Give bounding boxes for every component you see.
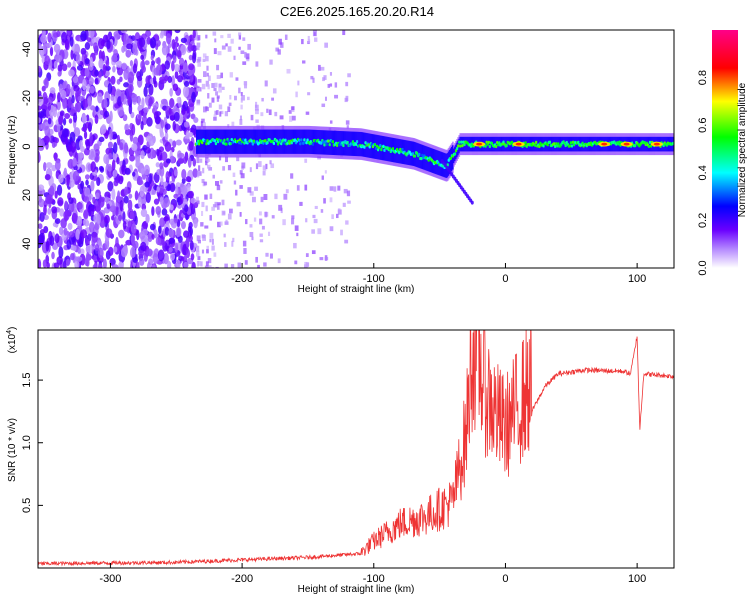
snr-x-tick-label: 100	[628, 573, 646, 585]
snr-y-tick-label: 1.5	[21, 372, 33, 387]
snr-panel: -300 -200 -100 0 100 0.5 1.0 1.5 Height of str…	[6, 327, 675, 595]
spectrogram-y-tick-label: 0	[21, 144, 33, 150]
snr-x-tick-label: -200	[231, 573, 253, 585]
spectrogram-frame	[37, 29, 675, 269]
snr-x-tick-label: -300	[99, 573, 121, 585]
snr-x-axis-label: Height of straight line (km)	[298, 584, 415, 595]
snr-scale-exp: 4	[6, 330, 13, 334]
snr-plot-area	[38, 330, 674, 568]
spectrogram-y-ticks: 40 20 0 -20 -40	[21, 41, 43, 250]
snr-y-tick-label: 0.5	[21, 498, 33, 513]
spectrogram-x-tick-label: -300	[99, 273, 121, 285]
spectrogram-panel: -300 -200 -100 0 100 40 20 0 -20 -40 Height of s…	[7, 29, 675, 295]
colorbar-label: Normalized spectral amplitude	[737, 82, 748, 217]
spectrogram-y-tick-label: -20	[21, 90, 33, 106]
spectrogram-y-tick-label: 40	[21, 238, 33, 250]
colorbar-tick-label: 0.6	[697, 118, 709, 133]
colorbar-ticks: 0.0 0.2 0.4 0.6 0.8	[697, 70, 709, 276]
colorbar-gradient	[712, 30, 738, 268]
colorbar: 0.0 0.2 0.4 0.6 0.8 Normalized spectral ampl…	[697, 30, 748, 276]
snr-x-tick-label: -100	[363, 573, 385, 585]
snr-scale-note: (x104)	[6, 327, 18, 354]
snr-y-ticks: 0.5 1.0 1.5	[21, 372, 43, 513]
snr-frame	[37, 329, 675, 569]
spectrogram-y-tick-label: -40	[21, 41, 33, 57]
spectrogram-x-ticks: -300 -200 -100 0 100	[99, 263, 646, 285]
colorbar-tick-label: 0.4	[697, 165, 709, 180]
snr-y-axis-label: SNR (10 * v/v)	[7, 418, 18, 482]
colorbar-tick-label: 0.2	[697, 213, 709, 228]
figure-title: C2E6.2025.165.20.20.R14	[280, 4, 434, 19]
spectrogram-y-tick-label: 20	[21, 189, 33, 201]
spectrogram-y-axis-label: Frequency (Hz)	[7, 116, 18, 185]
spectrogram-x-tick-label: 100	[628, 273, 646, 285]
colorbar-tick-label: 0.8	[697, 70, 709, 85]
snr-x-tick-label: 0	[502, 573, 508, 585]
spectrogram-x-tick-label: 0	[502, 273, 508, 285]
snr-series-line	[38, 330, 674, 567]
snr-scale-base: (x10	[7, 333, 18, 353]
spectrogram-x-tick-label: -100	[363, 273, 385, 285]
snr-x-ticks: -300 -200 -100 0 100	[99, 563, 646, 585]
colorbar-tick-label: 0.0	[697, 260, 709, 275]
spectrogram-x-axis-label: Height of straight line (km)	[298, 284, 415, 295]
spectrogram-x-tick-label: -200	[231, 273, 253, 285]
spectrogram-heatmap	[38, 30, 674, 268]
snr-y-tick-label: 1.0	[21, 435, 33, 450]
